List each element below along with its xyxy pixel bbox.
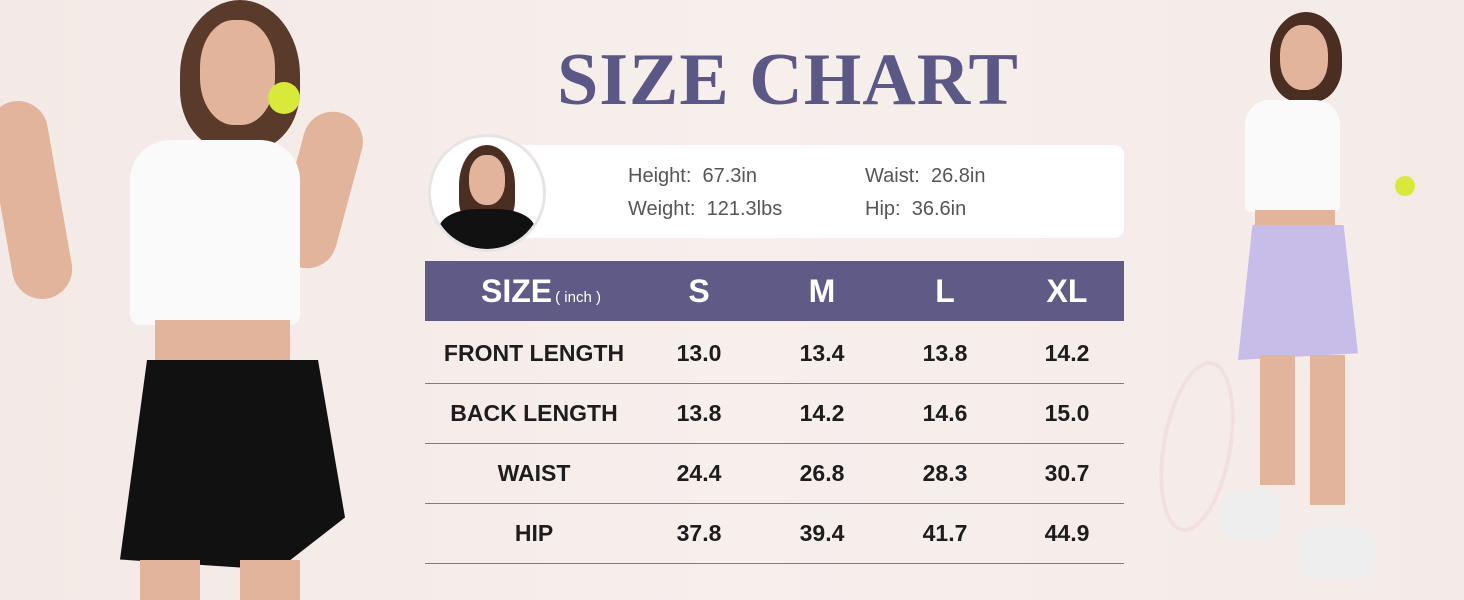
model-height: Height: 67.3in: [628, 165, 757, 187]
table-row-back-length: BACK LENGTH 13.8 14.2 14.6 15.0: [425, 383, 1124, 444]
cell-m: 39.4: [799, 520, 845, 546]
cell-xl: 44.9: [1044, 520, 1090, 546]
column-header-s: S: [688, 273, 710, 309]
cell-l: 13.8: [922, 340, 968, 366]
cell-s: 24.4: [676, 460, 722, 486]
table-row-front-length: FRONT LENGTH 13.0 13.4 13.8 14.2: [425, 323, 1124, 384]
table-row-waist: WAIST 24.4 26.8 28.3 30.7: [425, 443, 1124, 504]
cell-xl: 30.7: [1044, 460, 1090, 486]
row-label: WAIST: [497, 460, 571, 486]
page-title: SIZE CHART: [557, 39, 1019, 121]
model-waist: Waist: 26.8in: [865, 165, 986, 187]
cell-xl: 15.0: [1044, 400, 1090, 426]
cell-s: 13.8: [676, 400, 722, 426]
row-label: HIP: [514, 520, 554, 546]
column-header-xl: XL: [1046, 273, 1088, 309]
row-label: BACK LENGTH: [450, 400, 618, 426]
column-header-l: L: [935, 273, 955, 309]
size-header: SIZE( inch ): [481, 273, 601, 309]
model-hip: Hip: 36.6in: [865, 198, 967, 220]
cell-l: 14.6: [922, 400, 968, 426]
cell-l: 28.3: [922, 460, 968, 486]
table-header: SIZE( inch ) S M L XL: [425, 261, 1124, 321]
model-info-card: Height: 67.3in Weight: 121.3lbs Waist: 2…: [470, 145, 1124, 238]
model-avatar: [428, 134, 546, 252]
model-weight: Weight: 121.3lbs: [628, 198, 783, 220]
cell-m: 14.2: [799, 400, 845, 426]
cell-l: 41.7: [922, 520, 968, 546]
cell-s: 13.0: [676, 340, 722, 366]
cell-xl: 14.2: [1044, 340, 1090, 366]
column-header-m: M: [808, 273, 836, 309]
cell-s: 37.8: [676, 520, 722, 546]
cell-m: 26.8: [799, 460, 845, 486]
cell-m: 13.4: [799, 340, 845, 366]
table-row-hip: HIP 37.8 39.4 41.7 44.9: [425, 503, 1124, 564]
left-model-photo: [0, 0, 400, 600]
row-label: FRONT LENGTH: [443, 340, 625, 366]
right-model-photo: [1147, 0, 1464, 600]
